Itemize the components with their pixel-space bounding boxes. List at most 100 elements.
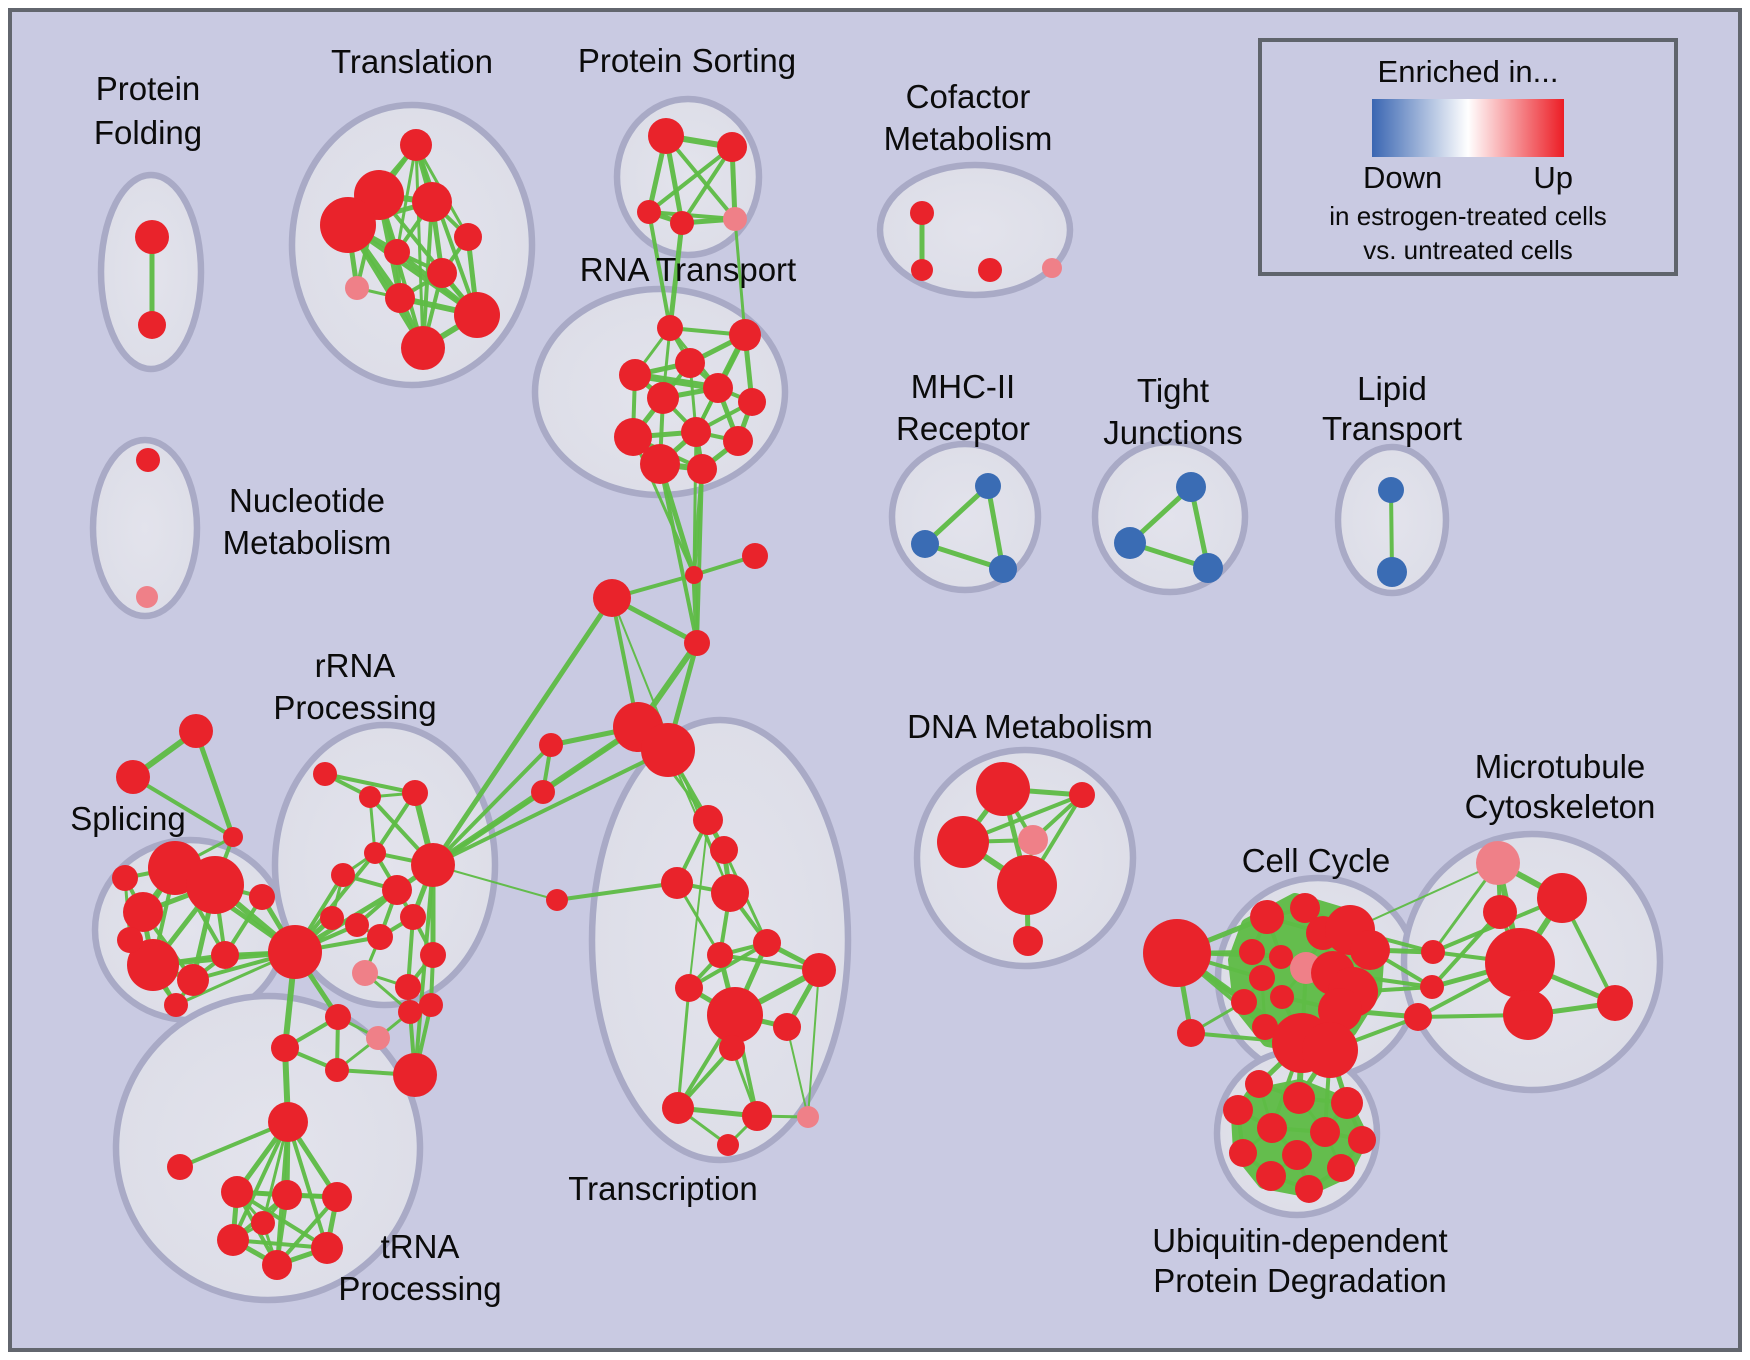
gene-set-node: [1042, 258, 1062, 278]
cluster-label-line: Nucleotide: [229, 482, 385, 519]
gene-set-node: [742, 1101, 772, 1131]
gene-set-node: [647, 382, 679, 414]
cluster-label-line: Junctions: [1103, 414, 1242, 451]
gene-set-node: [707, 987, 763, 1043]
gene-set-node: [1270, 985, 1294, 1009]
gene-set-node: [670, 211, 694, 235]
legend-downup-row: Down Up: [1363, 160, 1573, 196]
gene-set-node: [179, 714, 213, 748]
gene-set-node: [419, 993, 443, 1017]
cluster-label-line: Folding: [94, 114, 202, 151]
gene-set-node: [1327, 1154, 1355, 1182]
gene-set-node: [221, 1176, 253, 1208]
gene-set-node: [427, 258, 457, 288]
gene-set-node: [217, 1224, 249, 1256]
gene-set-node: [797, 1106, 819, 1128]
gene-set-node: [742, 543, 768, 569]
network-edge: [231, 1120, 290, 1242]
gene-set-node: [186, 856, 244, 914]
network-edge: [807, 969, 820, 1118]
cluster-label-line: Protein: [96, 70, 201, 107]
gene-set-node: [723, 207, 747, 231]
gene-set-node: [1018, 825, 1048, 855]
gene-set-node: [717, 132, 747, 162]
gene-set-node: [1252, 1014, 1278, 1040]
network-edge: [647, 210, 672, 330]
gene-set-node: [703, 373, 733, 403]
gene-set-node: [272, 1180, 302, 1210]
gene-set-node: [593, 579, 631, 617]
network-edge: [985, 483, 1006, 572]
gene-set-node: [1377, 557, 1407, 587]
cluster-label-line: Protein Sorting: [578, 42, 796, 79]
gene-set-node: [167, 1154, 193, 1180]
gene-set-node: [366, 1026, 390, 1050]
network-edge: [193, 728, 236, 840]
gene-set-node: [685, 566, 703, 584]
gene-set-node: [136, 448, 160, 472]
gene-set-node: [681, 417, 711, 447]
network-edge: [413, 863, 435, 1077]
gene-set-node: [251, 1211, 275, 1235]
gene-set-node: [1256, 1161, 1286, 1191]
gene-set-node: [675, 348, 705, 378]
gene-set-node: [1269, 945, 1293, 969]
cluster-label-line: Metabolism: [223, 524, 392, 561]
gene-set-node: [412, 182, 452, 222]
gene-set-node: [717, 1134, 739, 1156]
gene-set-node: [359, 786, 381, 808]
gene-set-node: [1114, 527, 1146, 559]
gene-set-node: [402, 780, 428, 806]
gene-set-node: [1350, 930, 1390, 970]
cluster-label-rna-transport: RNA Transport: [580, 251, 796, 288]
network-edge: [431, 748, 670, 867]
gene-set-node: [320, 906, 344, 930]
gene-set-node: [116, 760, 150, 794]
legend-note: in estrogen-treated cells vs. untreated …: [1329, 200, 1606, 268]
gene-set-node: [384, 239, 410, 265]
cluster-label-nucleotide-metabolism: Nucleotide Metabolism: [223, 482, 392, 561]
gene-set-node: [693, 805, 723, 835]
network-edge: [680, 145, 734, 225]
cluster-label-line: tRNA: [381, 1228, 460, 1265]
gene-set-node: [1193, 553, 1223, 583]
gene-set-node: [1223, 1095, 1253, 1125]
gene-set-node: [719, 1035, 745, 1061]
cluster-label-line: Receptor: [896, 410, 1030, 447]
gene-set-node: [393, 1053, 437, 1097]
gene-set-node: [1485, 928, 1555, 998]
cluster-label-mhc-ii-receptor: MHC-II Receptor: [896, 368, 1030, 447]
gene-set-node: [211, 941, 239, 969]
gene-set-node: [976, 762, 1030, 816]
gene-set-node: [773, 1013, 801, 1041]
gene-set-node: [1283, 1082, 1315, 1114]
gene-set-node: [420, 942, 446, 968]
gene-set-node: [711, 874, 749, 912]
legend-down-label: Down: [1363, 160, 1443, 195]
gene-set-node: [641, 723, 695, 777]
gene-set-node: [989, 555, 1017, 583]
gene-set-node: [322, 1182, 352, 1212]
cluster-label-ubiquitin-degradation: Ubiquitin-dependent Protein Degradation: [1152, 1222, 1447, 1299]
network-edge: [687, 941, 769, 990]
cluster-label-line: RNA Transport: [580, 251, 796, 288]
gene-set-node: [313, 762, 337, 786]
cluster-label-line: Processing: [273, 689, 436, 726]
gene-set-node: [364, 842, 386, 864]
gene-set-node: [657, 315, 683, 341]
gene-set-node: [138, 311, 166, 339]
cluster-ellipse-cofactor-metabolism: [876, 161, 1074, 299]
gene-set-node: [135, 220, 169, 254]
gene-set-node: [1503, 990, 1553, 1040]
cluster-label-tight-junctions: Tight Junctions: [1103, 372, 1242, 451]
cluster-label-protein-sorting: Protein Sorting: [578, 42, 796, 79]
gene-set-node: [802, 953, 836, 987]
network-edge: [431, 743, 553, 867]
network-edge: [647, 145, 734, 214]
gene-set-node: [400, 129, 432, 161]
gene-set-node: [1290, 893, 1320, 923]
gene-set-node: [1013, 926, 1043, 956]
gene-set-node: [262, 1250, 292, 1280]
gene-set-node: [1177, 1019, 1205, 1047]
